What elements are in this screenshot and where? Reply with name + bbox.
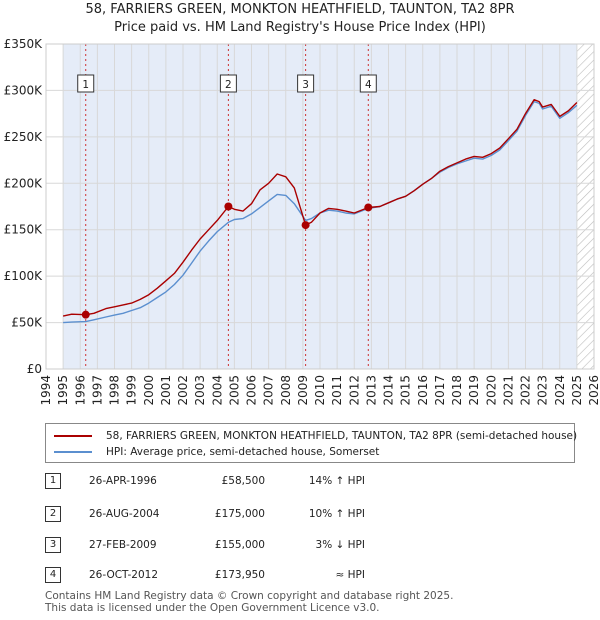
sale-hpi-comparison: 14% ↑ HPI <box>308 475 365 487</box>
price-chart: 1 2 3 4 £0 £50K £100K £150K £200K £250K £300K £350… <box>4 37 600 406</box>
x-tick-label: 2005 <box>227 375 241 406</box>
sale-price: £173,950 <box>214 569 265 581</box>
x-tick-label: 2017 <box>433 375 447 406</box>
sale-date: 26-OCT-2012 <box>89 569 158 581</box>
legend: 58, FARRIERS GREEN, MONKTON HEATHFIELD, … <box>45 423 577 463</box>
sale-label: 2 <box>225 79 232 91</box>
legend-label-hpi: HPI: Average price, semi-detached house,… <box>106 446 380 458</box>
sale-label: 1 <box>82 79 89 91</box>
hpi-line <box>63 100 578 324</box>
x-tick-label: 2011 <box>330 375 344 406</box>
sale-date: 27-FEB-2009 <box>89 539 157 551</box>
sale-point <box>301 221 310 230</box>
footer-licence: This data is licensed under the Open Gov… <box>45 602 380 614</box>
sale-price: £155,000 <box>214 539 265 551</box>
sale-date: 26-AUG-2004 <box>89 508 160 520</box>
x-tick-label: 2003 <box>193 375 207 406</box>
x-tick-label: 2021 <box>501 375 515 406</box>
x-tick-label: 2015 <box>399 375 413 406</box>
legend-label-price: 58, FARRIERS GREEN, MONKTON HEATHFIELD, … <box>106 430 578 442</box>
future-hatch-region <box>576 44 594 369</box>
x-tick-label: 2018 <box>450 375 464 406</box>
legend-item-hpi: HPI: Average price, semi-detached house,… <box>54 444 379 460</box>
x-tick-label: 2026 <box>587 375 600 406</box>
x-tick-label: 1998 <box>108 375 122 406</box>
x-tick-label: 2012 <box>347 375 361 406</box>
plot-border <box>45 43 595 370</box>
sale-hpi-comparison: ≈ HPI <box>335 569 365 581</box>
y-tick-label: £0 <box>27 362 42 376</box>
sale-point <box>364 203 373 212</box>
x-tick-label: 2020 <box>484 375 498 406</box>
x-tick-label: 1995 <box>56 375 70 406</box>
x-tick-label: 2014 <box>382 375 396 406</box>
sale-label-box <box>297 74 315 93</box>
x-tick-label: 1997 <box>90 375 104 406</box>
x-tick-label: 1999 <box>125 375 139 406</box>
x-tick-label: 2024 <box>553 375 567 406</box>
legend-item-price: 58, FARRIERS GREEN, MONKTON HEATHFIELD, … <box>54 428 577 444</box>
sale-label-box <box>359 74 377 93</box>
y-tick-label: £200K <box>4 176 44 190</box>
sale-point <box>224 202 233 211</box>
sale-number-box: 4 <box>45 567 61 583</box>
x-tick-label: 2001 <box>159 375 173 406</box>
x-tick-label: 2009 <box>296 375 310 406</box>
sale-label: 4 <box>365 79 372 91</box>
x-tick-label: 2022 <box>519 375 533 406</box>
legend-swatch-hpi <box>54 451 92 453</box>
sale-hpi-comparison: 3% ↓ HPI <box>315 539 365 551</box>
sale-point <box>81 310 90 319</box>
x-tick-label: 2000 <box>142 375 156 406</box>
y-tick-label: £350K <box>4 37 44 51</box>
sale-number-box: 2 <box>45 506 61 522</box>
x-tick-label: 2006 <box>245 375 259 406</box>
x-tick-label: 2023 <box>536 375 550 406</box>
y-tick-label: £100K <box>4 269 44 283</box>
y-tick-label: £50K <box>11 316 43 330</box>
x-tick-label: 2008 <box>279 375 293 406</box>
y-tick-label: £150K <box>4 223 44 237</box>
legend-swatch-price <box>54 435 92 437</box>
footer-copyright: Contains HM Land Registry data © Crown c… <box>45 590 454 602</box>
x-tick-label: 1994 <box>39 375 53 406</box>
x-tick-label: 2010 <box>313 375 327 406</box>
y-tick-label: £300K <box>4 83 44 97</box>
sale-number-box: 1 <box>45 473 61 489</box>
y-tick-label: £250K <box>4 130 44 144</box>
sale-date: 26-APR-1996 <box>89 475 157 487</box>
sale-label-box <box>77 74 95 93</box>
x-tick-label: 2016 <box>416 375 430 406</box>
x-tick-label: 2004 <box>210 375 224 406</box>
sale-price: £58,500 <box>221 475 265 487</box>
x-tick-label: 2025 <box>570 375 584 406</box>
sale-label: 3 <box>302 79 309 91</box>
x-tick-label: 2007 <box>262 375 276 406</box>
price-paid-line <box>62 99 578 317</box>
sale-price: £175,000 <box>214 508 265 520</box>
x-tick-label: 2013 <box>364 375 378 406</box>
chart-subtitle: Price paid vs. HM Land Registry's House … <box>114 20 486 35</box>
sale-label-box <box>219 74 237 93</box>
sale-hpi-comparison: 10% ↑ HPI <box>308 508 365 520</box>
chart-title: 58, FARRIERS GREEN, MONKTON HEATHFIELD, … <box>85 2 515 17</box>
x-tick-label: 2019 <box>467 375 481 406</box>
sale-number-box: 3 <box>45 537 61 553</box>
x-tick-label: 1996 <box>73 375 87 406</box>
x-tick-label: 2002 <box>176 375 190 406</box>
